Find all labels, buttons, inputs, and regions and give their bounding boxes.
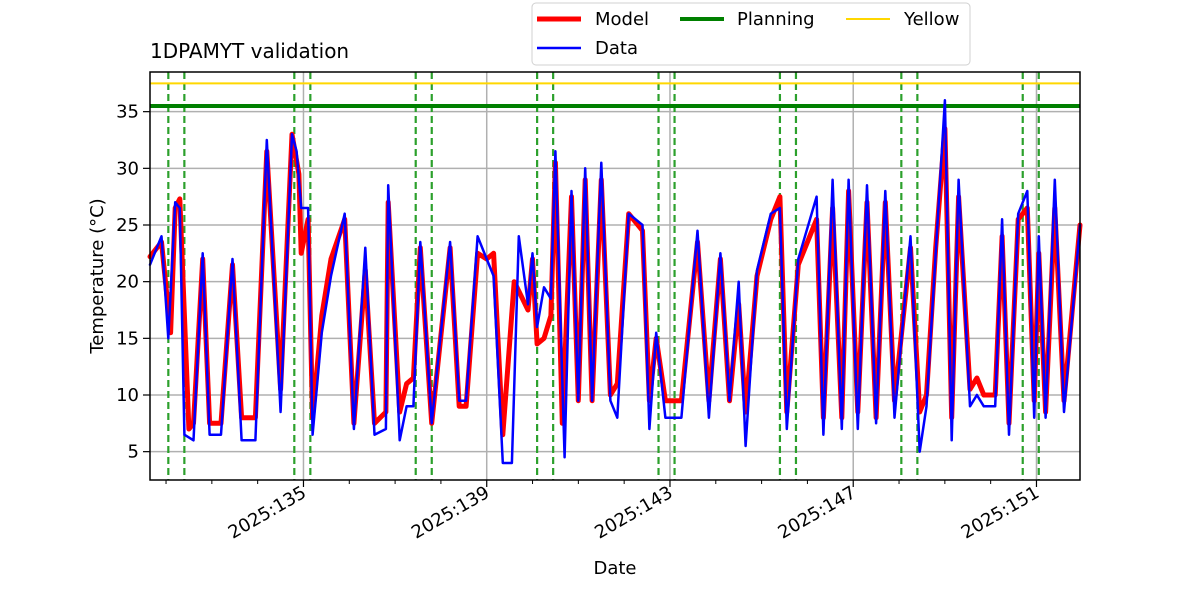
legend-label-yellow: Yellow: [903, 9, 959, 30]
chart-title: 1DPAMYT validation: [150, 39, 349, 63]
legend-label-planning: Planning: [737, 9, 815, 30]
x-axis-title: Date: [593, 558, 636, 579]
y-tick-label: 35: [116, 102, 139, 123]
y-tick-label: 20: [116, 272, 139, 293]
y-tick-label: 15: [116, 328, 139, 349]
limit-lines: [150, 82, 1080, 108]
plot-area-frame: [149, 71, 1081, 481]
y-axis-title: Temperature (°C): [87, 198, 108, 354]
y-tick-label: 25: [116, 215, 139, 236]
y-tick-label: 5: [128, 442, 139, 463]
series-line-data: [148, 99, 1082, 465]
legend-label-model: Model: [595, 9, 649, 30]
y-tick-label: 10: [116, 385, 139, 406]
legend-label-data: Data: [595, 38, 638, 59]
y-axis-ticks: 5 10 15 20 25 30 35: [116, 102, 150, 463]
series-layer: [147, 99, 1083, 465]
legend: Model Data Planning Yellow: [531, 2, 971, 66]
y-tick-label: 30: [116, 158, 139, 179]
